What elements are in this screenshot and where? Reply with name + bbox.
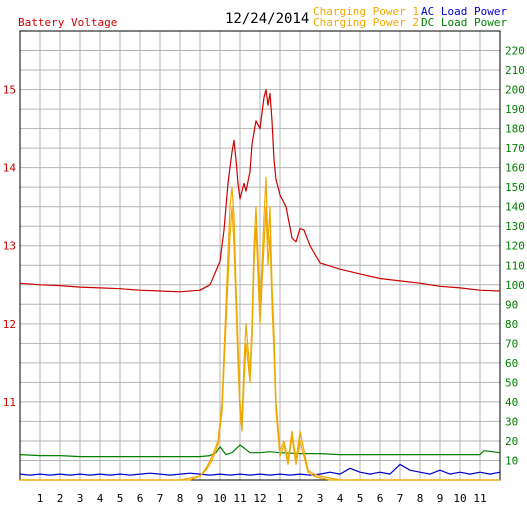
y-left-tick-label: 15 — [3, 84, 16, 97]
x-tick-label: 6 — [377, 492, 384, 505]
y-left-tick-label: 13 — [3, 240, 16, 253]
y-right-tick-label: 20 — [505, 435, 518, 448]
tick-labels: 1 2 3 4 5 6 7 8 9 10 11 12 1 2 3 4 5 6 7 8 9 10 11111213141510… — [3, 45, 525, 505]
x-tick-label: 4 — [337, 492, 344, 505]
series-layer — [19, 88, 501, 481]
x-tick-label: 3 — [317, 492, 324, 505]
x-tick-label: 8 — [417, 492, 424, 505]
x-tick-label: 9 — [437, 492, 444, 505]
y-right-tick-label: 110 — [505, 259, 525, 272]
legend-charging-power-1: Charging Power 1 — [313, 5, 419, 18]
y-right-tick-label: 40 — [505, 396, 518, 409]
series-line-ac-load-power — [19, 463, 501, 476]
x-tick-label: 9 — [197, 492, 204, 505]
x-tick-label: 7 — [157, 492, 164, 505]
y-right-tick-label: 200 — [505, 84, 525, 97]
x-tick-label: 1 — [277, 492, 284, 505]
y-right-tick-label: 220 — [505, 45, 525, 58]
y-right-tick-label: 10 — [505, 454, 518, 467]
x-tick-label: 7 — [397, 492, 404, 505]
y-right-tick-label: 60 — [505, 357, 518, 370]
x-tick-label: 6 — [137, 492, 144, 505]
series-line-charging-power-2 — [20, 206, 500, 481]
x-tick-label: 5 — [357, 492, 364, 505]
y-right-tick-label: 180 — [505, 123, 525, 136]
x-tick-label: 3 — [77, 492, 84, 505]
series-line-dc-load-power — [19, 444, 501, 458]
x-tick-label: 8 — [177, 492, 184, 505]
y-left-tick-label: 11 — [3, 396, 16, 409]
y-right-tick-label: 160 — [505, 162, 525, 175]
y-right-tick-label: 190 — [505, 103, 525, 116]
y-right-tick-label: 80 — [505, 318, 518, 331]
y-right-tick-label: 210 — [505, 64, 525, 77]
x-tick-label: 5 — [117, 492, 124, 505]
y-right-tick-label: 30 — [505, 415, 518, 428]
x-tick-label: 11 — [473, 492, 486, 505]
x-tick-label: 1 — [37, 492, 44, 505]
y-right-tick-label: 120 — [505, 240, 525, 253]
plot-frame — [19, 30, 501, 481]
y-right-tick-label: 130 — [505, 220, 525, 233]
x-tick-label: 2 — [57, 492, 64, 505]
y-right-tick-label: 100 — [505, 279, 525, 292]
y-left-tick-label: 14 — [3, 162, 17, 175]
y-left-tick-label: 12 — [3, 318, 16, 331]
x-tick-label: 10 — [453, 492, 466, 505]
series-line-battery-voltage — [19, 88, 501, 293]
chart-date: 12/24/2014 — [225, 11, 309, 27]
x-tick-label: 2 — [297, 492, 304, 505]
y-right-tick-label: 140 — [505, 201, 525, 214]
legend-dc-load-power: DC Load Power — [421, 16, 507, 29]
y-right-tick-label: 90 — [505, 298, 518, 311]
x-tick-label: 10 — [213, 492, 226, 505]
left-axis-label: Battery Voltage — [18, 16, 117, 29]
y-right-tick-label: 150 — [505, 181, 525, 194]
y-right-tick-label: 170 — [505, 142, 525, 155]
y-right-tick-label: 50 — [505, 376, 518, 389]
legend-charging-power-2: Charging Power 2 — [313, 16, 419, 29]
x-tick-label: 4 — [97, 492, 104, 505]
series-line-charging-power-1 — [20, 176, 500, 481]
x-tick-label: 11 — [233, 492, 246, 505]
x-tick-label: 12 — [253, 492, 266, 505]
y-right-tick-label: 70 — [505, 337, 518, 350]
legend-ac-load-power: AC Load Power — [421, 5, 507, 18]
